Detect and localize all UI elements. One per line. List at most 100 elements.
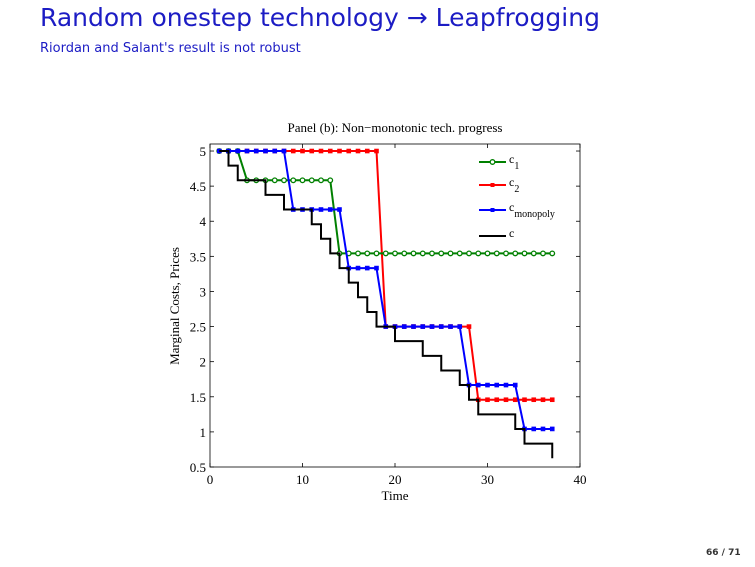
data-point-c2 (290, 148, 296, 154)
legend-label-c1: c1 (509, 152, 519, 172)
y-tick-label: 5 (200, 144, 207, 159)
data-point-cmonopoly (318, 207, 324, 212)
series-line-c1 (219, 150, 553, 255)
data-point-cmonopoly (549, 426, 555, 432)
data-point-cmonopoly (244, 148, 250, 154)
data-point-cmonopoly (494, 382, 500, 388)
page-number: 66 / 71 (706, 548, 741, 558)
data-point-c2 (327, 148, 333, 154)
x-tick-label: 10 (296, 472, 309, 487)
data-point-c1 (503, 250, 509, 257)
data-point-cmonopoly (272, 148, 278, 154)
data-point-cmonopoly (263, 148, 268, 154)
data-point-c1 (364, 250, 371, 257)
data-point-cmonopoly (531, 426, 537, 432)
x-tick-label: 0 (207, 472, 214, 487)
data-point-c1 (456, 250, 463, 257)
data-point-c1 (355, 250, 361, 257)
data-point-c1 (419, 250, 426, 257)
data-point-c2 (485, 397, 490, 403)
legend-label-c: c (509, 226, 514, 240)
data-point-c1 (271, 177, 278, 184)
legend-label-subscript: monopoly (514, 209, 555, 220)
data-point-c2 (318, 148, 324, 154)
legend-marker-c1 (489, 159, 496, 165)
data-point-c1 (540, 250, 546, 257)
legend-marker-c2 (490, 183, 495, 187)
data-point-cmonopoly (503, 382, 509, 388)
data-point-c2 (337, 148, 342, 154)
data-point-c2 (549, 397, 555, 403)
data-point-c1 (484, 250, 491, 257)
data-point-c2 (531, 397, 537, 403)
data-point-c1 (429, 250, 435, 257)
y-axis-label: Marginal Costs, Prices (167, 247, 182, 365)
data-point-c1 (327, 177, 334, 184)
data-point-cmonopoly (475, 382, 481, 388)
y-tick-label: 1.5 (190, 390, 206, 405)
data-point-c1 (299, 177, 306, 184)
data-point-c2 (346, 148, 352, 154)
data-point-c2 (466, 324, 472, 329)
data-point-c1 (438, 250, 445, 257)
data-point-cmonopoly (235, 148, 241, 154)
data-point-cmonopoly (355, 265, 361, 271)
series-line-c2 (219, 150, 553, 401)
data-point-c2 (355, 148, 361, 154)
data-point-cmonopoly (512, 382, 518, 388)
chart-title: Panel (b): Non−monotonic tech. progress (288, 120, 503, 135)
data-point-c2 (494, 397, 500, 403)
data-point-cmonopoly (337, 207, 342, 212)
y-tick-label: 2 (200, 355, 207, 370)
data-point-c1 (475, 250, 482, 257)
data-point-cmonopoly (411, 324, 416, 329)
legend-label-c2: c2 (509, 175, 519, 195)
data-point-c2 (309, 148, 315, 154)
data-point-cmonopoly (281, 148, 287, 154)
data-point-c1 (410, 250, 417, 257)
data-point-c2 (503, 397, 509, 403)
data-point-cmonopoly (364, 265, 370, 271)
data-point-cmonopoly (401, 324, 407, 329)
data-point-c1 (466, 250, 472, 257)
data-point-c2 (522, 397, 527, 403)
data-point-cmonopoly (540, 426, 546, 432)
data-point-c1 (493, 250, 500, 257)
data-point-cmonopoly (327, 207, 333, 212)
data-point-c2 (512, 397, 518, 403)
slide-subtitle: Riordan and Salant's result is not robus… (40, 41, 301, 56)
y-tick-label: 2.5 (190, 320, 206, 335)
y-tick-label: 3 (200, 284, 207, 299)
series-line-c (219, 150, 554, 459)
data-point-c1 (308, 177, 315, 184)
series-line-cmonopoly (219, 150, 553, 430)
data-point-c1 (512, 250, 519, 257)
data-point-c1 (549, 250, 556, 257)
data-point-c2 (540, 397, 546, 403)
data-point-cmonopoly (457, 324, 463, 329)
data-point-c2 (300, 148, 305, 154)
data-point-c1 (281, 177, 287, 184)
data-point-c1 (290, 177, 297, 184)
data-point-cmonopoly (420, 324, 426, 329)
data-point-c1 (530, 250, 537, 257)
y-tick-label: 0.5 (190, 460, 206, 475)
legend-label-subscript: 1 (514, 161, 519, 172)
x-axis-label: Time (382, 488, 409, 503)
data-point-cmonopoly (374, 265, 379, 271)
y-tick-label: 3.5 (190, 249, 206, 264)
y-tick-label: 4 (200, 214, 207, 229)
data-point-c1 (447, 250, 454, 257)
data-point-cmonopoly (429, 324, 435, 329)
data-point-cmonopoly (485, 382, 490, 388)
x-tick-label: 40 (574, 472, 587, 487)
data-point-c2 (364, 148, 370, 154)
data-point-c1 (373, 250, 380, 257)
y-tick-label: 4.5 (190, 179, 206, 194)
y-tick-label: 1 (200, 425, 207, 440)
legend-label-subscript: 2 (514, 184, 519, 195)
data-point-c2 (374, 148, 379, 154)
slide-title: Random onestep technology → Leapfrogging (40, 3, 600, 32)
x-tick-label: 20 (389, 472, 402, 487)
